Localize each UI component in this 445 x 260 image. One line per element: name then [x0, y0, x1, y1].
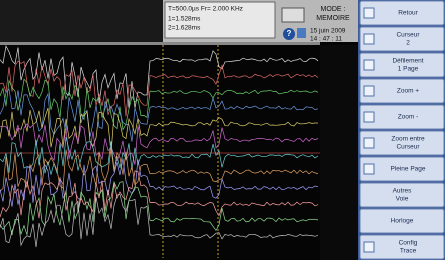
calendar-icon — [297, 28, 306, 38]
recorder-view: T=500.0µs Fr= 2.000 KHz 1=1.528ms 2=1.62… — [0, 0, 445, 260]
menu-label: Curseur — [396, 32, 420, 39]
menu-label: 2 — [406, 40, 410, 47]
date: 15 juin 2009 — [310, 28, 346, 35]
scroll-bar — [0, 42, 320, 45]
help-icon-glyph: ? — [287, 29, 292, 38]
menu-label: Voie — [396, 196, 409, 203]
menu-label: Zoom - — [398, 114, 419, 121]
menu-label: Config — [399, 240, 418, 247]
time-base: T=500.0µs Fr= 2.000 KHz — [168, 6, 243, 13]
menu-label: 1 Page — [398, 66, 419, 73]
menu-icon — [364, 242, 374, 252]
menu-icon — [364, 60, 374, 70]
menu-label: Curseur — [396, 144, 420, 151]
menu-label: Horloge — [391, 218, 414, 225]
menu-label: Zoom + — [397, 88, 419, 95]
menu-label: Retour — [398, 10, 418, 17]
menu-icon — [364, 138, 374, 148]
mode-label: MODE : — [321, 6, 346, 13]
menu-icon — [364, 34, 374, 44]
cursor-2: 2=1.628ms — [168, 25, 201, 32]
channel-scale-area — [320, 45, 358, 260]
time: 14 : 47 : 11 — [310, 36, 342, 43]
menu-label: Zoom entre — [391, 136, 425, 143]
screen: T=500.0µs Fr= 2.000 KHz 1=1.528ms 2=1.62… — [0, 0, 445, 260]
mode-value: MEMOIRE — [316, 15, 350, 22]
menu-icon — [364, 164, 374, 174]
menu-icon — [364, 112, 374, 122]
channel-info-area — [0, 0, 163, 42]
menu-label: Pleine Page — [390, 166, 425, 173]
menu-label: Autres — [393, 188, 413, 195]
cursor-1: 1=1.528ms — [168, 16, 201, 23]
mode-icon — [282, 8, 304, 22]
menu-icon — [364, 86, 374, 96]
menu-icon — [364, 8, 374, 18]
menu-label: Trace — [400, 248, 417, 255]
menu-label: Défilement — [392, 58, 423, 65]
